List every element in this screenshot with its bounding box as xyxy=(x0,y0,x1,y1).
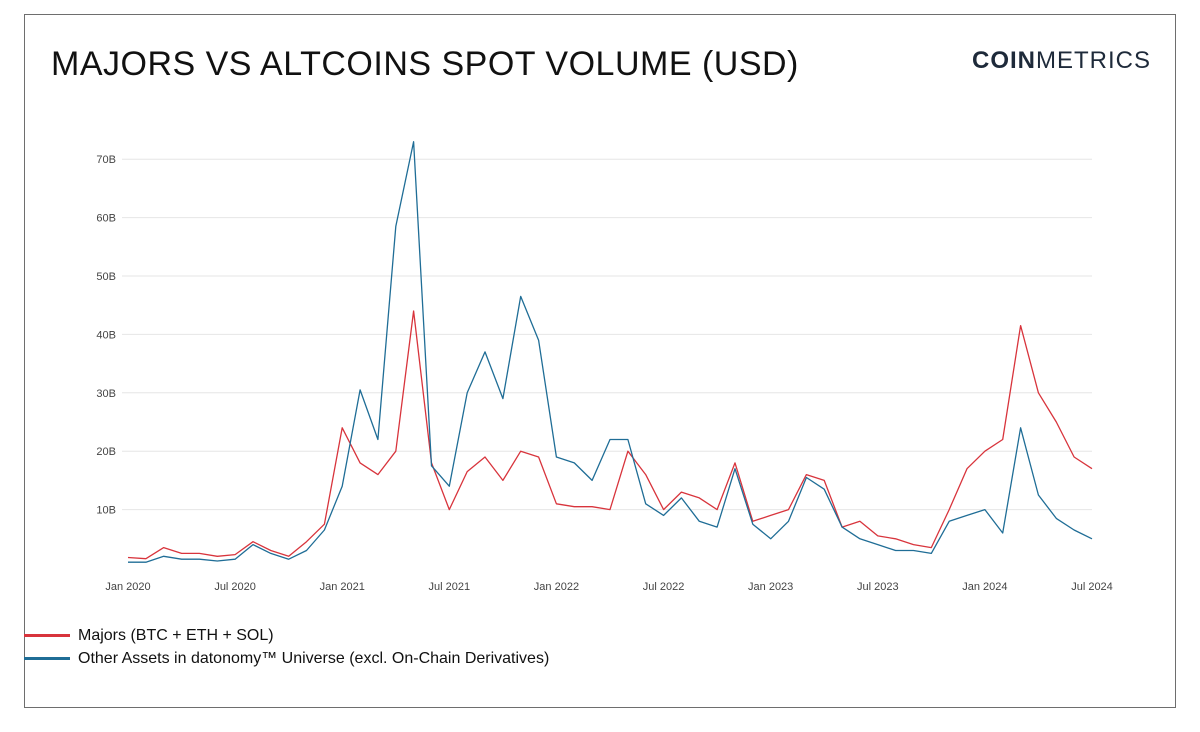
logo-bold-text: COIN xyxy=(972,47,1036,74)
x-tick-label: Jul 2021 xyxy=(429,581,471,593)
x-tick-label: Jan 2020 xyxy=(105,581,150,593)
legend: Majors (BTC + ETH + SOL) Other Assets in… xyxy=(24,624,549,670)
chart-frame: MAJORS VS ALTCOINS SPOT VOLUME (USD) COI… xyxy=(24,14,1176,708)
x-tick-label: Jan 2022 xyxy=(534,581,579,593)
y-tick-label: 20B xyxy=(96,446,116,458)
y-tick-label: 30B xyxy=(96,388,116,400)
legend-label-majors: Majors (BTC + ETH + SOL) xyxy=(78,626,274,644)
series-line-other-assets xyxy=(128,141,1093,563)
legend-item-other-assets: Other Assets in datonomy™ Universe (excl… xyxy=(24,647,549,670)
x-tick-label: Jan 2024 xyxy=(962,581,1007,593)
chart-title: MAJORS VS ALTCOINS SPOT VOLUME (USD) xyxy=(51,45,799,83)
y-tick-label: 70B xyxy=(96,154,116,166)
x-axis-ticks: Jan 2020 Jul 2020 Jan 2021 Jul 2021 Jan 2022… xyxy=(105,581,1112,593)
coinmetrics-logo: COINMETRICS xyxy=(972,47,1151,75)
y-axis-ticks: 10B 20B 30B 40B 50B 60B 70B xyxy=(96,154,116,516)
x-tick-label: Jan 2023 xyxy=(748,581,793,593)
legend-swatch-other-assets xyxy=(24,657,70,660)
logo-light-text: METRICS xyxy=(1036,47,1151,74)
x-tick-label: Jul 2023 xyxy=(857,581,899,593)
y-tick-label: 10B xyxy=(96,505,116,517)
y-tick-label: 50B xyxy=(96,271,116,283)
y-tick-label: 60B xyxy=(96,213,116,225)
legend-label-other-assets: Other Assets in datonomy™ Universe (excl… xyxy=(78,649,550,667)
x-tick-label: Jan 2021 xyxy=(320,581,365,593)
x-tick-label: Jul 2022 xyxy=(643,581,685,593)
y-tick-label: 40B xyxy=(96,329,116,341)
x-tick-label: Jul 2024 xyxy=(1071,581,1113,593)
series-lines xyxy=(127,141,1093,563)
series-line-majors xyxy=(127,310,1093,560)
legend-swatch-majors xyxy=(24,634,70,637)
legend-item-majors: Majors (BTC + ETH + SOL) xyxy=(24,624,549,647)
gridlines xyxy=(122,158,1092,511)
x-tick-label: Jul 2020 xyxy=(214,581,256,593)
